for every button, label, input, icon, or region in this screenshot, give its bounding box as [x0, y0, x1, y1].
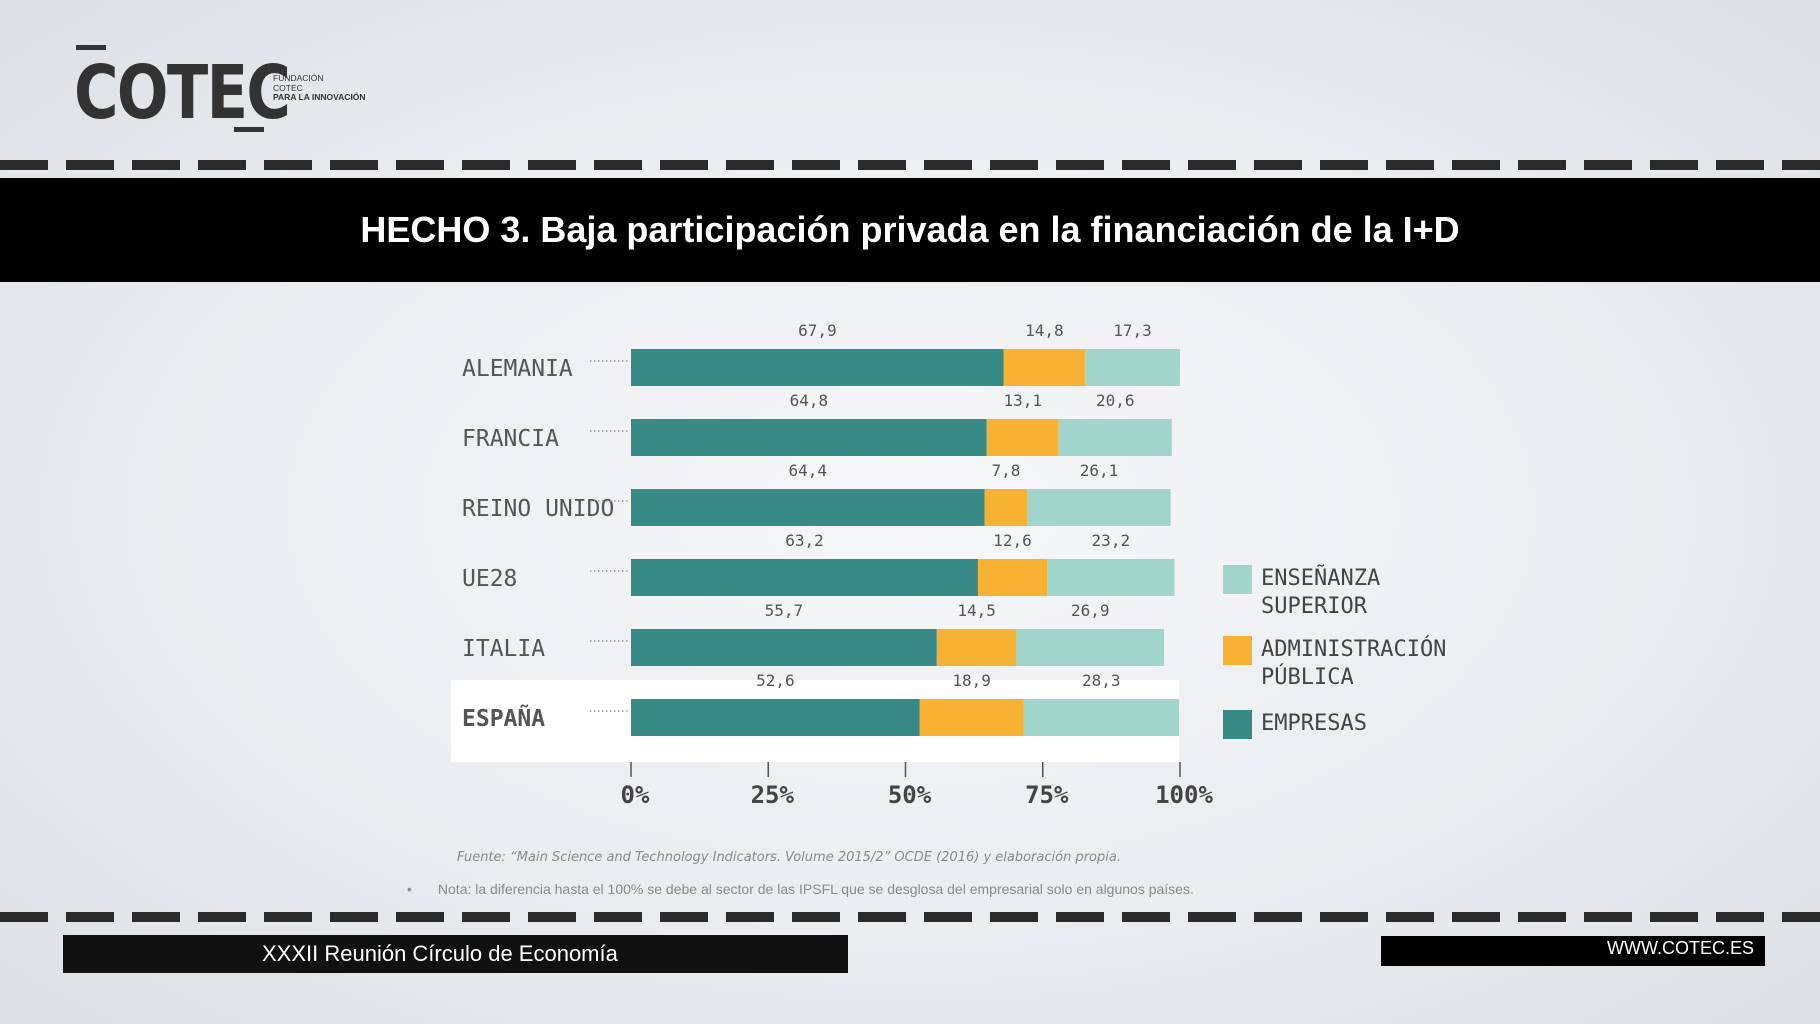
source-note: Fuente: “Main Science and Technology Ind… — [457, 850, 1121, 865]
bar-segment — [1016, 629, 1165, 666]
logo-sub-2: COTEC — [273, 82, 303, 93]
legend-label: EMPRESAS — [1261, 711, 1367, 736]
footer-event-bar: XXXII Reunión Círculo de Economía — [63, 935, 848, 973]
x-tick-label: 100% — [1155, 781, 1213, 809]
legend-label: ADMINISTRACIÓN — [1261, 636, 1446, 662]
bar-segment — [984, 489, 1028, 526]
bar-segment — [919, 699, 1024, 736]
bar-segment — [1027, 489, 1171, 526]
bar-segment — [1003, 349, 1086, 386]
category-label-alemania: ALEMANIA — [462, 356, 573, 382]
legend-label: PÚBLICA — [1261, 664, 1354, 690]
category-label-ue28: UE28 — [462, 566, 517, 592]
footer-website-link[interactable]: WWW.COTEC.ES — [1607, 938, 1754, 958]
bar-segment — [986, 419, 1059, 456]
footnote-bullet: • — [407, 881, 412, 897]
bar-segment — [1023, 699, 1179, 736]
x-tick-label: 25% — [751, 781, 795, 809]
legend-label: ENSEÑANZA — [1261, 564, 1380, 591]
value-label: 26,9 — [1071, 601, 1110, 620]
value-label: 64,4 — [789, 461, 828, 480]
value-label: 14,8 — [1025, 321, 1064, 340]
bar-segment — [977, 559, 1048, 596]
value-label: 23,2 — [1092, 531, 1131, 550]
footer-website-bar: WWW.COTEC.ES — [1381, 936, 1765, 966]
legend-label: SUPERIOR — [1261, 594, 1368, 619]
category-label-españa: ESPAÑA — [462, 704, 545, 732]
bar-segment — [631, 419, 987, 456]
footnote-text: Nota: la diferencia hasta el 100% se deb… — [437, 881, 1194, 897]
bar-segment — [631, 629, 937, 666]
bar-segment — [1058, 419, 1172, 456]
x-tick-label: 75% — [1025, 781, 1069, 809]
legend-swatch — [1223, 636, 1252, 665]
x-tick-label: 50% — [888, 781, 932, 809]
dashed-divider-bottom — [0, 912, 1820, 922]
value-label: 14,5 — [957, 601, 996, 620]
value-label: 20,6 — [1096, 391, 1135, 410]
legend-swatch — [1223, 565, 1252, 594]
bar-segment — [936, 629, 1017, 666]
slide-title: HECHO 3. Baja participación privada en l… — [360, 209, 1460, 250]
logo-wordmark: COTEC — [74, 50, 291, 136]
value-label: 67,9 — [798, 321, 837, 340]
value-label: 17,3 — [1113, 321, 1152, 340]
value-label: 28,3 — [1082, 671, 1121, 690]
legend-swatch — [1223, 710, 1252, 739]
category-label-italia: ITALIA — [462, 636, 545, 662]
bar-segment — [1047, 559, 1175, 596]
value-label: 64,8 — [790, 391, 829, 410]
value-label: 26,1 — [1080, 461, 1119, 480]
bar-segment — [631, 699, 920, 736]
category-label-reino-unido: REINO UNIDO — [462, 496, 614, 522]
footer-event-label: XXXII Reunión Círculo de Economía — [262, 941, 618, 966]
logo-sub-3: PARA LA INNOVACIÓN — [273, 92, 366, 102]
dashed-divider-top — [0, 160, 1820, 170]
value-label: 52,6 — [756, 671, 795, 690]
title-bar: HECHO 3. Baja participación privada en l… — [0, 178, 1820, 282]
bar-segment — [1085, 349, 1180, 386]
value-label: 18,9 — [952, 671, 991, 690]
logo-subtitle: FUNDACIÓN COTEC PARA LA INNOVACIÓN — [273, 73, 366, 103]
x-tick-label: 0% — [621, 781, 650, 809]
bar-segment — [631, 559, 978, 596]
footnote: • Nota: la diferencia hasta el 100% se de… — [407, 881, 1194, 897]
category-label-francia: FRANCIA — [462, 426, 559, 452]
bar-segment — [631, 349, 1004, 386]
value-label: 13,1 — [1003, 391, 1042, 410]
value-label: 55,7 — [765, 601, 804, 620]
value-label: 7,8 — [992, 461, 1021, 480]
logo-sub-1: FUNDACIÓN — [273, 73, 324, 83]
cotec-logo: COTEC FUNDACIÓN COTEC PARA LA INNOVACIÓN — [74, 42, 374, 137]
value-label: 12,6 — [993, 531, 1032, 550]
bar-segment — [631, 489, 985, 526]
value-label: 63,2 — [785, 531, 824, 550]
